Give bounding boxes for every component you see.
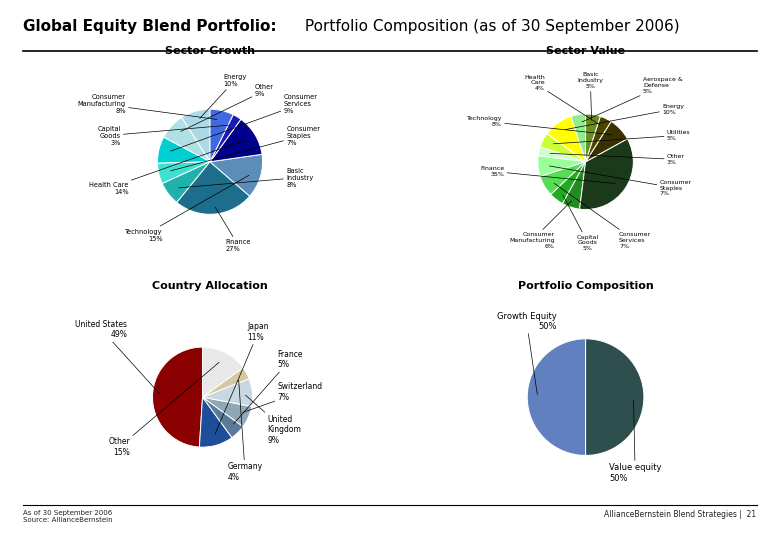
Text: United
Kingdom
9%: United Kingdom 9% [246,395,301,444]
Text: Capital
Goods
5%: Capital Goods 5% [563,195,599,251]
Wedge shape [162,162,210,202]
Wedge shape [158,137,210,163]
Wedge shape [210,119,262,162]
Text: Other
15%: Other 15% [108,362,219,457]
Text: Germany
4%: Germany 4% [228,380,263,482]
Text: Energy
10%: Energy 10% [566,104,684,130]
Text: Consumer
Services
9%: Consumer Services 9% [171,94,317,151]
Text: Growth Equity
50%: Growth Equity 50% [497,312,556,394]
Text: Finance
27%: Finance 27% [215,207,251,252]
Wedge shape [527,339,586,456]
Text: Capital
Goods
3%: Capital Goods 3% [98,125,229,145]
Wedge shape [210,109,233,162]
Wedge shape [540,162,586,194]
Wedge shape [586,122,627,162]
Title: Portfolio Composition: Portfolio Composition [518,281,654,291]
Text: Consumer
Services
7%: Consumer Services 7% [554,183,651,249]
Text: United States
49%: United States 49% [76,320,160,394]
Wedge shape [571,114,586,162]
Wedge shape [203,397,243,437]
Text: AllianceBernstein Blend Strategies |  21: AllianceBernstein Blend Strategies | 21 [604,510,757,519]
Title: Sector Value: Sector Value [546,46,625,56]
Text: Other
9%: Other 9% [181,84,274,131]
Text: Japan
11%: Japan 11% [215,322,269,434]
Text: Finance
35%: Finance 35% [480,166,615,184]
Text: Switzerland
7%: Switzerland 7% [243,382,323,413]
Text: Basic
Industry
5%: Basic Industry 5% [577,72,604,120]
Wedge shape [177,162,250,214]
Wedge shape [210,114,241,162]
Wedge shape [200,397,232,447]
Text: Global Equity Blend Portfolio:: Global Equity Blend Portfolio: [23,19,277,34]
Text: Technology
8%: Technology 8% [466,116,612,134]
Wedge shape [551,162,586,204]
Wedge shape [547,116,586,162]
Wedge shape [586,339,644,456]
Text: France
5%: France 5% [233,350,303,424]
Text: Consumer
Manufacturing
6%: Consumer Manufacturing 6% [509,201,572,249]
Text: Consumer
Manufacturing
8%: Consumer Manufacturing 8% [78,94,217,119]
Text: Aerospace &
Defense
5%: Aerospace & Defense 5% [582,77,682,122]
Title: Sector Growth: Sector Growth [165,46,255,56]
Wedge shape [538,147,586,162]
Wedge shape [203,347,243,397]
Wedge shape [580,139,633,210]
Text: As of 30 September 2006
Source: AllianceBernstein: As of 30 September 2006 Source: Alliance… [23,510,113,523]
Text: Energy
10%: Energy 10% [200,74,246,118]
Text: Other
3%: Other 3% [550,153,685,165]
Wedge shape [153,347,203,447]
Text: Consumer
Staples
7%: Consumer Staples 7% [171,125,321,171]
Text: Portfolio Composition (as of 30 September 2006): Portfolio Composition (as of 30 Septembe… [300,19,680,34]
Wedge shape [203,397,252,427]
Wedge shape [538,156,586,177]
Wedge shape [586,116,612,162]
Text: Consumer
Staples
7%: Consumer Staples 7% [549,166,692,197]
Text: Value equity
50%: Value equity 50% [609,400,661,483]
Wedge shape [203,379,253,407]
Wedge shape [164,118,210,162]
Wedge shape [203,368,249,397]
Text: Basic
Industry
8%: Basic Industry 8% [179,167,314,188]
Wedge shape [210,154,263,196]
Wedge shape [562,162,586,209]
Text: Health Care
14%: Health Care 14% [89,140,244,194]
Wedge shape [540,134,586,162]
Text: Utilities
5%: Utilities 5% [554,130,690,144]
Text: Technology
15%: Technology 15% [126,176,249,242]
Wedge shape [182,109,210,162]
Title: Country Allocation: Country Allocation [152,281,268,291]
Text: Health
Care
4%: Health Care 4% [524,75,600,125]
Wedge shape [586,114,601,162]
Wedge shape [158,162,210,184]
